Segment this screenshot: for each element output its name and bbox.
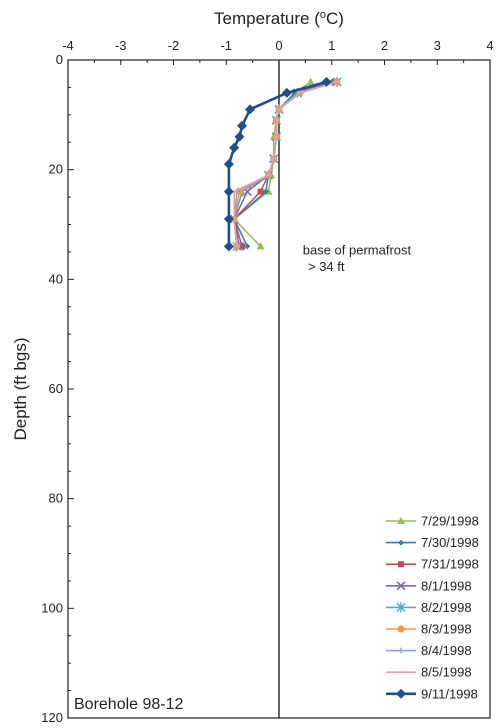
annotation-text: base of permafrost xyxy=(303,243,412,258)
y-tick-label: 60 xyxy=(49,381,63,396)
data-point xyxy=(257,188,264,195)
x-axis: -4 -3 -2 -1 0 1 2 3 4 xyxy=(62,38,494,65)
legend-marker xyxy=(398,539,404,546)
legend-marker xyxy=(398,561,404,568)
data-point xyxy=(223,214,234,225)
data-point xyxy=(306,77,315,85)
x-tick-label: -3 xyxy=(115,38,127,53)
legend-item: 7/31/1998 xyxy=(386,557,479,572)
y-tick-label: 120 xyxy=(41,710,63,725)
series-layer xyxy=(223,76,342,252)
series-line xyxy=(227,80,327,247)
data-point xyxy=(234,131,245,142)
legend-label: 7/30/1998 xyxy=(421,535,479,550)
annotation-text: > 34 ft xyxy=(308,259,345,274)
legend: 7/29/1998 7/30/1998 7/31/1998 8/1/1998 8/2/1… xyxy=(386,514,479,701)
y-tick-label: 40 xyxy=(49,271,63,286)
legend-item: 7/29/1998 xyxy=(386,514,479,529)
annotations: base of permafrost> 34 ft xyxy=(303,243,412,274)
x-tick-label: -4 xyxy=(62,38,74,53)
data-point xyxy=(239,243,246,250)
plot-area xyxy=(67,59,491,719)
legend-item: 8/3/1998 xyxy=(386,622,472,637)
data-point xyxy=(256,242,265,250)
legend-item: 8/5/1998 xyxy=(386,665,472,680)
data-point xyxy=(244,243,251,250)
legend-marker xyxy=(397,517,405,524)
legend-label: 8/2/1998 xyxy=(421,600,472,615)
legend-item: 8/2/1998 xyxy=(386,600,472,615)
legend-item: 8/1/1998 xyxy=(386,578,472,593)
data-point xyxy=(223,159,234,170)
y-axis: 0 20 40 60 80 100 120 xyxy=(41,52,74,725)
legend-label: 9/11/1998 xyxy=(421,686,478,701)
legend-label: 8/5/1998 xyxy=(421,665,472,680)
x-tick-label: 1 xyxy=(328,38,335,53)
data-point xyxy=(223,186,234,197)
legend-label: 7/29/1998 xyxy=(421,514,479,529)
series-9-11-1998 xyxy=(223,76,332,252)
y-tick-label: 80 xyxy=(49,491,63,506)
legend-item: 7/30/1998 xyxy=(386,535,479,550)
series-8-5-1998 xyxy=(231,81,341,248)
x-tick-label: 0 xyxy=(275,38,282,53)
data-point xyxy=(281,87,292,98)
x-tick-label: 2 xyxy=(381,38,388,53)
legend-marker xyxy=(397,625,405,633)
legend-label: 7/31/1998 xyxy=(421,557,479,572)
x-tick-label: -2 xyxy=(168,38,180,53)
legend-marker xyxy=(396,688,406,699)
data-point xyxy=(237,120,248,131)
legend-marker xyxy=(396,581,406,591)
x-tick-label: 3 xyxy=(434,38,441,53)
data-point xyxy=(223,241,234,252)
legend-label: 8/4/1998 xyxy=(421,643,472,658)
borehole-label: Borehole 98-12 xyxy=(74,696,184,713)
data-point xyxy=(229,142,240,153)
x-tick-label: -1 xyxy=(220,38,232,53)
legend-item: 8/4/1998 xyxy=(386,643,472,658)
legend-marker xyxy=(398,647,404,654)
legend-label: 8/3/1998 xyxy=(421,622,472,637)
data-point xyxy=(321,76,332,87)
legend-label: 8/1/1998 xyxy=(421,578,472,593)
legend-marker xyxy=(396,602,406,613)
y-axis-title: Depth (ft bgs) xyxy=(11,338,30,441)
series-8-2-1998 xyxy=(229,76,342,252)
x-tick-label: 4 xyxy=(486,38,493,53)
data-point xyxy=(244,104,255,115)
data-point xyxy=(262,188,269,195)
y-tick-label: 100 xyxy=(41,600,63,615)
series-line xyxy=(233,81,338,247)
series-7-30-1998 xyxy=(231,78,335,250)
legend-item: 9/11/1998 xyxy=(386,686,478,701)
y-tick-label: 20 xyxy=(49,162,63,177)
x-axis-title: Temperature (oC) xyxy=(214,9,344,28)
y-tick-label: 0 xyxy=(56,52,63,67)
